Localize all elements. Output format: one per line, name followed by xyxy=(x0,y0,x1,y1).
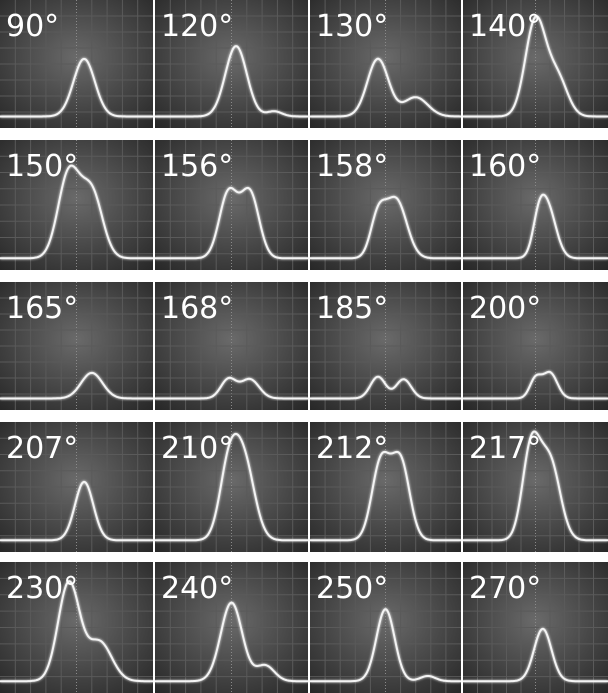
scope-panel: 140° xyxy=(463,0,608,128)
angle-label: 90° xyxy=(6,9,59,44)
scope-panel: 185° xyxy=(310,282,461,410)
scope-panel: 230° xyxy=(0,562,153,693)
scope-panel: 270° xyxy=(463,562,608,693)
scope-panel: 90° xyxy=(0,0,153,128)
scope-panel: 120° xyxy=(155,0,308,128)
scope-panel: 168° xyxy=(155,282,308,410)
scope-panel: 210° xyxy=(155,422,308,552)
angle-label: 150° xyxy=(6,149,78,184)
angle-label: 156° xyxy=(161,149,233,184)
angle-label: 165° xyxy=(6,291,78,326)
figure: 90° 120° 130° 140° 150° 156° 158° 160° 165° 168° 1… xyxy=(0,0,608,693)
angle-label: 240° xyxy=(161,571,233,606)
scope-panel: 150° xyxy=(0,140,153,270)
angle-label: 207° xyxy=(6,431,78,466)
angle-label: 158° xyxy=(316,149,388,184)
angle-label: 140° xyxy=(469,9,541,44)
scope-panel: 217° xyxy=(463,422,608,552)
scope-panel: 165° xyxy=(0,282,153,410)
angle-label: 230° xyxy=(6,571,78,606)
angle-label: 270° xyxy=(469,571,541,606)
angle-label: 168° xyxy=(161,291,233,326)
angle-label: 250° xyxy=(316,571,388,606)
angle-label: 217° xyxy=(469,431,541,466)
scope-panel: 250° xyxy=(310,562,461,693)
scope-panel: 130° xyxy=(310,0,461,128)
scope-panel: 240° xyxy=(155,562,308,693)
scope-panel: 212° xyxy=(310,422,461,552)
angle-label: 160° xyxy=(469,149,541,184)
angle-label: 212° xyxy=(316,431,388,466)
scope-panel: 156° xyxy=(155,140,308,270)
scope-panel: 200° xyxy=(463,282,608,410)
scope-panel: 160° xyxy=(463,140,608,270)
angle-label: 185° xyxy=(316,291,388,326)
scope-panel: 158° xyxy=(310,140,461,270)
scope-panel: 207° xyxy=(0,422,153,552)
angle-label: 210° xyxy=(161,431,233,466)
angle-label: 120° xyxy=(161,9,233,44)
angle-label: 200° xyxy=(469,291,541,326)
page: 90° 120° 130° 140° 150° 156° 158° 160° 165° 168° 1… xyxy=(0,0,608,693)
angle-label: 130° xyxy=(316,9,388,44)
